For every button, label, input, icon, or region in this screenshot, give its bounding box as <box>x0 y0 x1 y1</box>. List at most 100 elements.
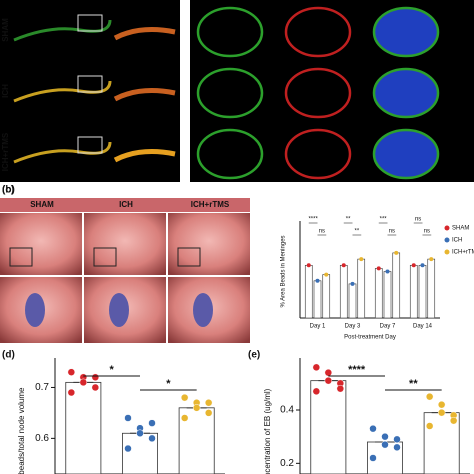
data-point <box>324 368 333 377</box>
data-point <box>437 400 446 409</box>
micrograph <box>284 6 352 58</box>
micrograph <box>113 27 176 41</box>
data-point <box>180 414 189 422</box>
legend-label: SHAM <box>452 226 469 232</box>
legend-label: ICH <box>452 238 462 244</box>
data-point <box>124 414 132 422</box>
data-point <box>312 387 321 396</box>
bar-dot <box>341 263 346 268</box>
y-axis-label: % Area Beads in Meninges <box>281 235 287 307</box>
significance-label: * <box>110 364 115 376</box>
bar <box>322 274 331 319</box>
data-point <box>312 363 321 372</box>
data-point <box>425 422 434 430</box>
bar-dot <box>359 257 364 262</box>
data-point <box>336 384 345 393</box>
micrograph <box>113 88 176 102</box>
micrograph <box>13 141 112 164</box>
x-tick-label: Day 14 <box>413 324 433 330</box>
significance-label: ns <box>424 229 430 235</box>
data-point <box>449 416 458 425</box>
column-label: SHAM <box>30 200 54 209</box>
data-point <box>369 454 377 462</box>
data-point <box>192 404 201 412</box>
significance-label: *** <box>380 217 388 223</box>
significance-label: ns <box>389 229 395 235</box>
bead-node <box>193 293 213 327</box>
micrograph <box>13 19 112 42</box>
data-point <box>67 368 76 376</box>
inset-box <box>93 247 117 267</box>
data-point <box>204 398 213 407</box>
bar-dot <box>385 269 390 274</box>
legend-marker <box>444 237 450 243</box>
bead-node <box>25 293 45 327</box>
data-point <box>124 444 132 453</box>
photo <box>84 213 166 275</box>
x-tick-label: Day 1 <box>310 324 326 330</box>
bar <box>374 268 383 319</box>
bar <box>383 271 392 319</box>
panel-b: (b) SHAM ICH ICH+rTMS <box>0 185 250 343</box>
significance-label: ns <box>319 229 325 235</box>
panel-label: (e) <box>248 350 260 361</box>
data-point <box>381 432 389 441</box>
inset-box <box>177 247 201 267</box>
micrograph <box>13 80 112 103</box>
micrograph <box>372 6 440 58</box>
bar <box>409 264 418 319</box>
data-point <box>136 429 144 438</box>
y-tick-label: 0.7 <box>35 382 49 393</box>
data-point <box>91 383 100 392</box>
y-axis-label: r of beads/total node volume <box>17 387 26 474</box>
column-label: ICH <box>119 200 133 209</box>
column-label: ICH+rTMS <box>191 200 230 209</box>
bar <box>348 283 357 319</box>
bar-dot <box>315 278 320 283</box>
y-tick-label: 0.2 <box>280 458 294 469</box>
bar-dot <box>324 272 329 277</box>
bar-dot <box>306 263 311 268</box>
row-label: ICH <box>1 84 10 98</box>
bar <box>392 252 401 319</box>
y-tick-label: 0.6 <box>35 433 49 444</box>
panel-a: SHAM ICH ICH+rTMS <box>0 0 474 182</box>
data-point <box>381 440 389 449</box>
micrograph <box>196 67 264 119</box>
inset-box <box>77 136 103 154</box>
panel-label: (b) <box>2 185 15 196</box>
data-point <box>369 424 377 433</box>
legend-marker <box>444 249 450 255</box>
bar-dot <box>376 266 381 271</box>
bar-dot <box>350 281 355 286</box>
data-point <box>180 393 189 402</box>
header-bar <box>0 198 250 212</box>
bar <box>418 264 427 319</box>
micrograph <box>113 149 176 163</box>
data-point <box>425 392 434 401</box>
micrograph <box>284 67 352 119</box>
data-point <box>324 376 333 385</box>
data-point <box>79 378 88 387</box>
significance-label: * <box>166 378 171 390</box>
inset-box <box>77 75 103 93</box>
photo <box>168 213 250 275</box>
significance-label: **** <box>308 217 318 223</box>
micrograph <box>196 6 264 58</box>
x-axis-label: Post-treatment Day <box>344 335 396 341</box>
row-label: ICH+rTMS <box>1 132 10 171</box>
data-point <box>204 409 213 417</box>
bar <box>304 264 313 319</box>
data-point <box>393 435 401 444</box>
significance-label: ** <box>409 378 418 390</box>
data-point <box>148 434 156 443</box>
inset-box <box>9 247 33 267</box>
bar <box>339 264 348 319</box>
bar-dot <box>429 257 434 262</box>
bar <box>357 258 366 319</box>
data-point <box>67 388 76 397</box>
legend-label: ICH+rTMS <box>452 250 474 256</box>
micrograph <box>372 128 440 180</box>
